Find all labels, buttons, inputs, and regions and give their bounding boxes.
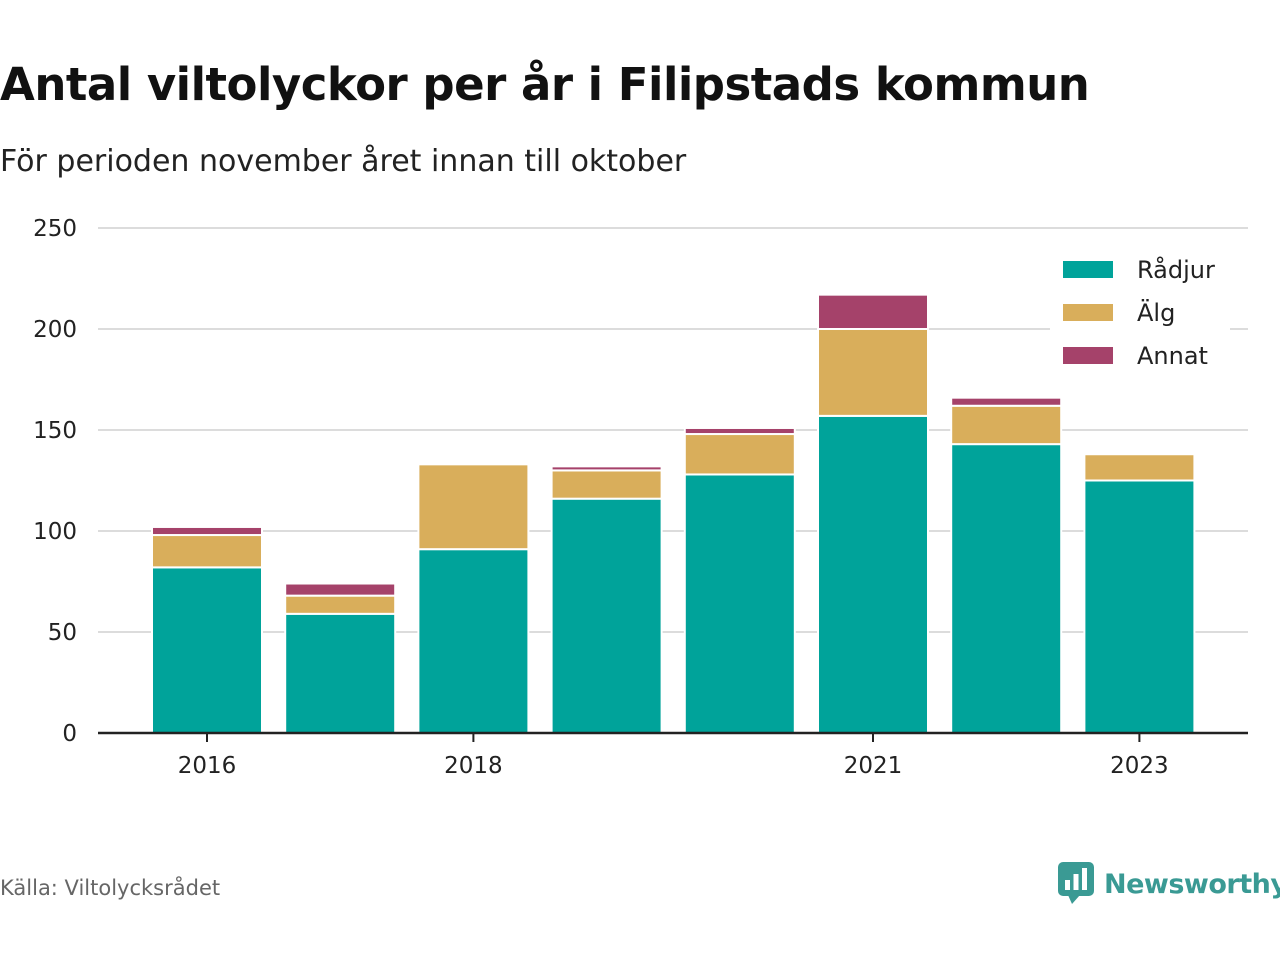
- bar-segment: [417, 548, 530, 734]
- legend-swatch: [1063, 261, 1113, 278]
- bar-segment: [550, 465, 663, 472]
- y-tick-label: 250: [33, 216, 77, 242]
- axes: 0 50 100 150 200 250 2016 2018 2021 2023: [33, 216, 1248, 779]
- bar-segment: [817, 414, 929, 734]
- bar-segment: [151, 534, 263, 569]
- bar-segment: [1083, 479, 1196, 734]
- bar-segment: [683, 426, 796, 436]
- brand-logo: Newsworthy: [1058, 862, 1280, 906]
- bar-segment: [950, 396, 1063, 407]
- bar-segment: [683, 433, 796, 476]
- bar-segment: [284, 612, 397, 735]
- x-tick-label: 2023: [1110, 753, 1169, 779]
- chart-subtitle: För perioden november året innan till ok…: [0, 144, 687, 179]
- chart-title: Antal viltolyckor per år i Filipstads ko…: [0, 58, 1090, 111]
- legend-label: Annat: [1137, 342, 1208, 370]
- legend-swatch: [1063, 304, 1113, 321]
- legend-swatch: [1063, 347, 1113, 364]
- bar-segment: [151, 566, 263, 734]
- bar-segment: [284, 594, 397, 615]
- y-tick-label: 150: [33, 418, 77, 444]
- bar-segment: [683, 473, 796, 734]
- bar-segment: [950, 443, 1063, 734]
- bar-segment: [817, 328, 929, 417]
- bar-segment: [950, 404, 1063, 446]
- legend: Rådjur Älg Annat: [1050, 248, 1230, 377]
- x-tick-label: 2018: [444, 753, 503, 779]
- y-tick-label: 200: [33, 317, 77, 343]
- legend-label: Rådjur: [1137, 255, 1215, 284]
- y-tick-label: 50: [48, 620, 77, 646]
- x-tick-label: 2016: [178, 753, 237, 779]
- bar-segment: [550, 469, 663, 500]
- newsworthy-bar-chart-icon: [1058, 862, 1094, 904]
- x-tick-label: 2021: [844, 753, 903, 779]
- bar-segment: [817, 293, 929, 331]
- bars: [151, 293, 1196, 735]
- bar-segment: [1083, 453, 1196, 482]
- legend-label: Älg: [1137, 298, 1175, 327]
- bar-segment: [151, 525, 263, 537]
- bar-segment: [417, 463, 530, 551]
- brand-name: Newsworthy: [1104, 868, 1280, 900]
- y-tick-label: 0: [62, 721, 77, 747]
- bar-segment: [550, 497, 663, 734]
- source-note: Källa: Viltolycksrådet: [0, 876, 221, 900]
- bar-segment: [284, 582, 397, 597]
- y-tick-label: 100: [33, 519, 77, 545]
